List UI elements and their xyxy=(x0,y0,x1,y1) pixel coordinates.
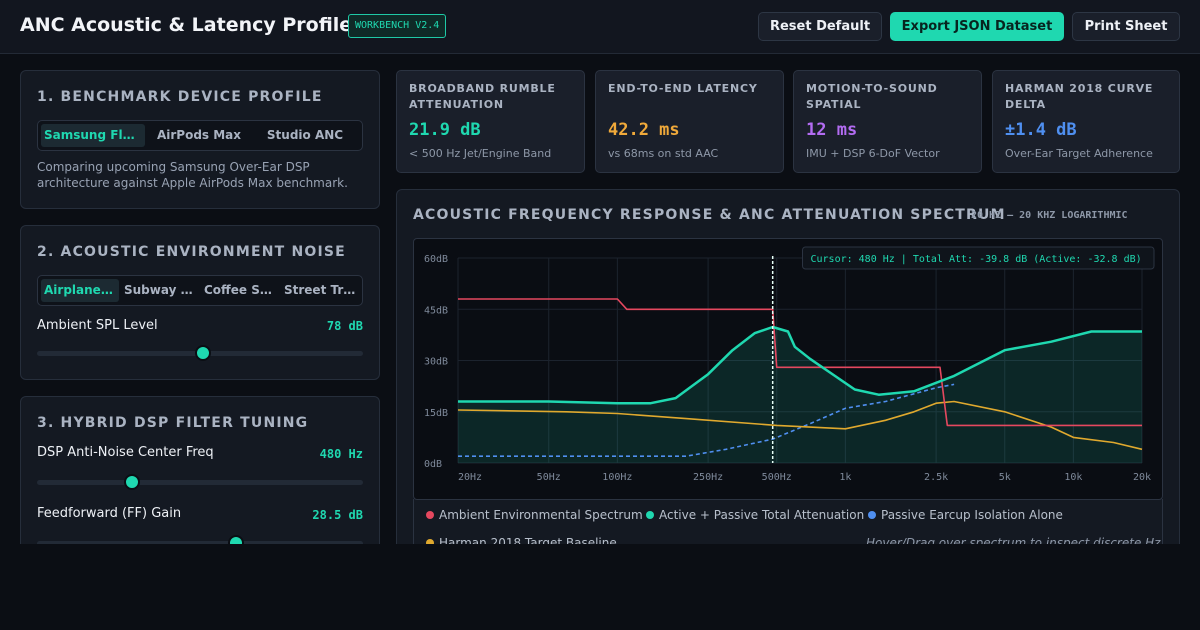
kpi-value: 42.2 ms xyxy=(608,120,680,140)
device-profile-title: 1. BENCHMARK DEVICE PROFILE xyxy=(37,89,323,105)
device-profile-panel: 1. BENCHMARK DEVICE PROFILE Samsung Flag… xyxy=(20,70,380,209)
passive-isolation-line xyxy=(458,383,955,457)
center-freq-slider-thumb[interactable] xyxy=(123,474,140,490)
reset-default-button[interactable]: Reset Default xyxy=(758,12,882,41)
device-selector: Samsung Flagship AirPods Max Studio ANC xyxy=(37,120,363,151)
kpi-card-rumble: BROADBAND RUMBLE ATTENUATION 21.9 dB < 5… xyxy=(396,70,585,173)
environment-selector: Airplane Cabin Subway Train Coffee Shop … xyxy=(37,275,363,306)
main-stage: 1. BENCHMARK DEVICE PROFILE Samsung Flag… xyxy=(0,54,1200,544)
x-tick-label: 250Hz xyxy=(693,472,723,483)
legend-label: Ambient Environmental Spectrum xyxy=(439,508,643,522)
spectrum-subtitle: 20 HZ – 20 KHZ LOGARITHMIC xyxy=(971,210,1128,221)
harman-target-line xyxy=(457,400,1143,451)
center-freq-label: DSP Anti-Noise Center Freq xyxy=(37,445,214,460)
legend-swatch xyxy=(646,511,654,519)
dsp-tuning-panel: 3. HYBRID DSP FILTER TUNING DSP Anti-Noi… xyxy=(20,396,380,544)
env-option-coffee[interactable]: Coffee Shop xyxy=(204,283,279,297)
kpi-sub: < 500 Hz Jet/Engine Band xyxy=(409,147,552,160)
kpi-sub: IMU + DSP 6-DoF Vector xyxy=(806,147,940,160)
y-tick-label: 30dB xyxy=(424,357,448,368)
print-sheet-button[interactable]: Print Sheet xyxy=(1072,12,1180,41)
spectrum-panel: ACOUSTIC FREQUENCY RESPONSE & ANC ATTENU… xyxy=(396,189,1180,544)
app-title: ANC Acoustic & Latency Profiler xyxy=(20,14,362,36)
spl-slider-thumb[interactable] xyxy=(195,345,212,361)
center-freq-slider[interactable] xyxy=(37,474,363,490)
kpi-value: 12 ms xyxy=(806,120,858,140)
kpi-label: MOTION-TO-SOUND SPATIAL xyxy=(806,82,938,111)
legend-item: Active + Passive Total Attenuation xyxy=(646,508,864,522)
device-option-airpods[interactable]: AirPods Max xyxy=(156,128,242,142)
spl-value: 78 dB xyxy=(326,319,363,333)
x-tick-label: 20k xyxy=(1133,472,1151,483)
kpi-sub: Over-Ear Target Adherence xyxy=(1005,147,1153,160)
kpi-card-spatial: MOTION-TO-SOUND SPATIAL 12 ms IMU + DSP … xyxy=(793,70,982,173)
y-tick-label: 15dB xyxy=(424,408,448,419)
device-option-samsung[interactable]: Samsung Flagship xyxy=(41,124,145,147)
y-tick-label: 45dB xyxy=(424,305,448,316)
legend-label: Active + Passive Total Attenuation xyxy=(659,508,865,522)
cursor-readout: Cursor: 480 Hz | Total Att: -39.8 dB (Ac… xyxy=(811,254,1142,265)
ff-gain-label: Feedforward (FF) Gain xyxy=(37,506,182,521)
ff-gain-slider[interactable] xyxy=(37,535,363,544)
ff-gain-slider-thumb[interactable] xyxy=(227,535,244,544)
x-tick-label: 100Hz xyxy=(602,472,632,483)
spectrum-plot[interactable]: 0dB 15dB 30dB 45dB 60dB 20Hz 50Hz 100Hz 250Hz 500… xyxy=(413,238,1163,500)
legend-item: Harman 2018 Target Baseline xyxy=(426,536,617,544)
env-option-street[interactable]: Street Traffic xyxy=(284,283,359,297)
legend-item: Passive Earcup Isolation Alone xyxy=(868,508,1063,522)
device-description: Comparing upcoming Samsung Over-Ear DSP … xyxy=(37,160,348,190)
environment-panel: 2. ACOUSTIC ENVIRONMENT NOISE Airplane C… xyxy=(20,225,380,380)
kpi-label: END-TO-END LATENCY xyxy=(608,82,758,95)
kpi-label: HARMAN 2018 CURVE DELTA xyxy=(1005,82,1154,111)
kpi-sub: vs 68ms on std AAC xyxy=(608,147,719,160)
legend-swatch xyxy=(426,539,434,544)
legend-swatch xyxy=(426,511,434,519)
kpi-value: ±1.4 dB xyxy=(1005,120,1077,140)
center-freq-value: 480 Hz xyxy=(319,447,363,461)
x-tick-label: 1k xyxy=(839,472,851,483)
kpi-card-latency: END-TO-END LATENCY 42.2 ms vs 68ms on st… xyxy=(595,70,784,173)
device-option-studio[interactable]: Studio ANC xyxy=(266,128,344,142)
dsp-tuning-title: 3. HYBRID DSP FILTER TUNING xyxy=(37,415,309,431)
legend-swatch xyxy=(868,511,876,519)
kpi-label: BROADBAND RUMBLE ATTENUATION xyxy=(409,82,556,111)
chart-hint: Hover/Drag over spectrum to inspect disc… xyxy=(866,536,1161,544)
legend-label: Passive Earcup Isolation Alone xyxy=(881,508,1063,522)
x-tick-label: 5k xyxy=(999,472,1011,483)
kpi-value: 21.9 dB xyxy=(409,120,481,140)
cursor-readout-box xyxy=(802,246,1155,270)
env-option-subway[interactable]: Subway Train xyxy=(124,283,199,297)
legend-item: Ambient Environmental Spectrum xyxy=(426,508,643,522)
ambient-spectrum-line xyxy=(458,298,1142,427)
y-tick-label: 0dB xyxy=(424,459,442,470)
app-header: ANC Acoustic & Latency Profiler WORKBENC… xyxy=(0,0,1200,54)
x-tick-label: 500Hz xyxy=(762,472,792,483)
spl-slider[interactable] xyxy=(37,345,363,361)
kpi-card-harman: HARMAN 2018 CURVE DELTA ±1.4 dB Over-Ear… xyxy=(992,70,1180,173)
ff-gain-value: 28.5 dB xyxy=(312,508,363,522)
legend-label: Harman 2018 Target Baseline xyxy=(439,536,617,544)
x-tick-label: 2.5k xyxy=(924,472,948,483)
chart-legend: Ambient Environmental Spectrum Active + … xyxy=(413,499,1163,544)
environment-title: 2. ACOUSTIC ENVIRONMENT NOISE xyxy=(37,244,346,260)
x-tick-label: 50Hz xyxy=(537,472,561,483)
x-tick-label: 20Hz xyxy=(458,472,482,483)
spl-label: Ambient SPL Level xyxy=(37,318,158,333)
export-json-button[interactable]: Export JSON Dataset xyxy=(890,12,1064,41)
total-attenuation-line xyxy=(458,325,1142,405)
version-badge: WORKBENCH V2.4 xyxy=(348,14,447,38)
spectrum-chart[interactable]: 0dB 15dB 30dB 45dB 60dB 20Hz 50Hz 100Hz 250Hz 500… xyxy=(414,239,1164,501)
total-attenuation-area xyxy=(458,327,1142,463)
x-tick-label: 10k xyxy=(1064,472,1082,483)
env-option-airplane[interactable]: Airplane Cabin xyxy=(41,279,119,302)
spectrum-title: ACOUSTIC FREQUENCY RESPONSE & ANC ATTENU… xyxy=(413,207,1006,223)
y-tick-label: 60dB xyxy=(424,254,448,265)
